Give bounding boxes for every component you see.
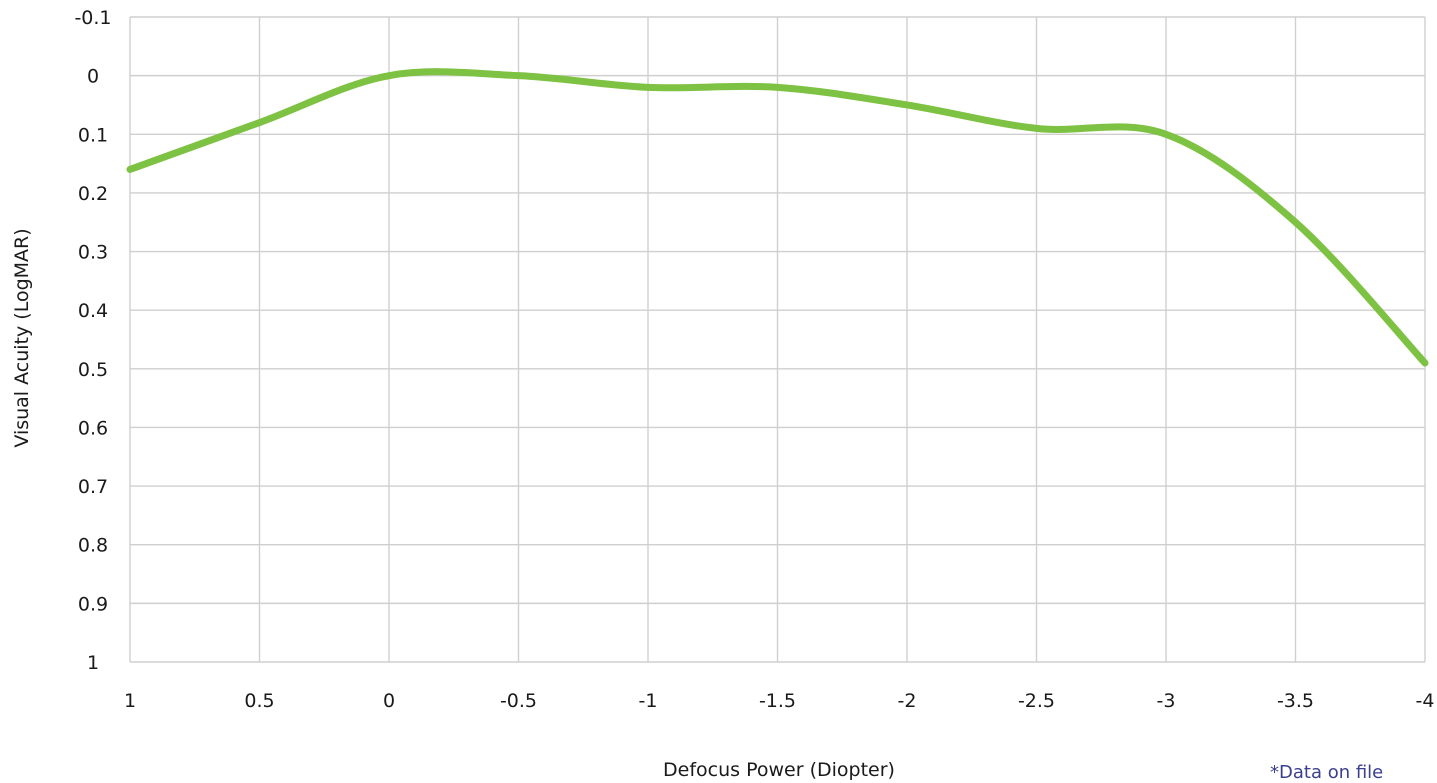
x-axis-title: Defocus Power (Diopter) [663, 759, 895, 780]
x-tick-label: 0 [383, 690, 395, 712]
x-tick-label: -3 [1157, 690, 1176, 712]
x-tick-label: -1 [639, 690, 658, 712]
x-tick-label: -3.5 [1277, 690, 1314, 712]
y-axis-title: Visual Acuity (LogMAR) [11, 228, 33, 447]
y-tick-label: 0.2 [78, 183, 108, 205]
x-tick-label: -1.5 [759, 690, 796, 712]
x-tick-label: -2 [898, 690, 917, 712]
y-tick-label: 0.8 [78, 535, 108, 557]
y-tick-label: 0.3 [78, 242, 108, 264]
x-tick-label: 0.5 [244, 690, 274, 712]
y-tick-label: -0.1 [74, 7, 111, 29]
x-tick-label: -2.5 [1018, 690, 1055, 712]
x-tick-label: 1 [124, 690, 136, 712]
y-tick-label: 1 [87, 652, 99, 674]
y-tick-label: 0.4 [78, 300, 108, 322]
grid-lines [130, 17, 1425, 662]
y-tick-label: 0.1 [78, 124, 108, 146]
x-tick-label: -0.5 [500, 690, 537, 712]
x-tick-label: -4 [1416, 690, 1435, 712]
y-tick-label: 0 [87, 66, 99, 88]
y-tick-label: 0.6 [78, 417, 108, 439]
y-tick-labels: -0.1 0 0.1 0.2 0.3 0.4 0.5 0.6 0.7 0.8 0.9 1 [74, 7, 111, 674]
y-tick-label: 0.7 [78, 476, 108, 498]
y-tick-label: 0.9 [78, 593, 108, 615]
y-tick-label: 0.5 [78, 359, 108, 381]
x-tick-labels: 1 0.5 0 -0.5 -1 -1.5 -2 -2.5 -3 -3.5 -4 [124, 690, 1435, 712]
